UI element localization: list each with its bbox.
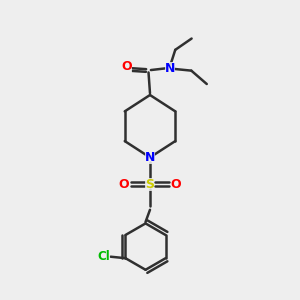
Text: N: N: [165, 62, 175, 75]
Text: O: O: [119, 178, 130, 191]
Text: O: O: [122, 60, 132, 73]
Text: O: O: [170, 178, 181, 191]
Text: Cl: Cl: [98, 250, 110, 262]
Text: N: N: [145, 151, 155, 164]
Text: S: S: [146, 178, 154, 191]
